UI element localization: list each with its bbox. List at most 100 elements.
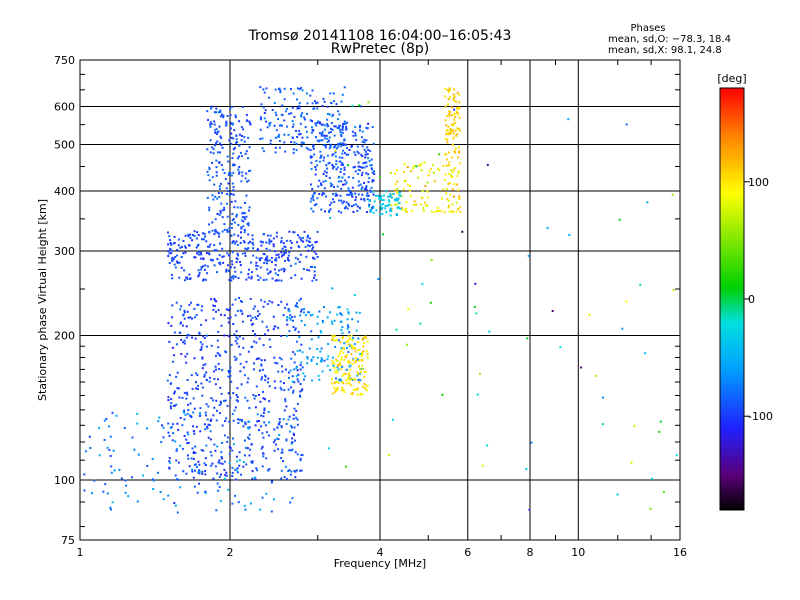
data-point xyxy=(340,347,343,350)
data-point xyxy=(269,234,272,237)
data-point xyxy=(363,161,366,164)
data-point xyxy=(377,278,380,281)
data-point xyxy=(265,278,268,281)
data-point xyxy=(359,183,362,186)
data-point xyxy=(367,194,370,197)
data-point xyxy=(236,471,239,474)
data-point xyxy=(232,277,235,280)
data-point xyxy=(208,230,211,233)
data-point xyxy=(212,477,215,480)
data-point xyxy=(306,102,309,105)
data-point xyxy=(255,256,258,259)
data-point xyxy=(292,123,295,126)
data-point xyxy=(287,371,290,374)
data-point xyxy=(293,141,296,144)
data-point xyxy=(180,266,183,269)
data-point xyxy=(174,504,177,507)
data-point xyxy=(446,198,449,201)
data-point xyxy=(241,216,244,219)
data-point xyxy=(238,459,241,462)
data-point xyxy=(237,234,240,237)
data-point xyxy=(269,121,272,124)
data-point xyxy=(452,210,455,213)
data-point xyxy=(337,355,340,358)
data-point xyxy=(355,138,358,141)
data-point xyxy=(341,336,344,339)
data-point xyxy=(337,381,340,384)
data-point xyxy=(162,436,165,439)
data-point xyxy=(301,112,304,115)
data-point xyxy=(107,425,110,428)
data-point xyxy=(206,265,209,268)
data-point xyxy=(451,188,454,191)
data-point xyxy=(357,341,360,343)
data-point xyxy=(177,478,180,481)
data-point xyxy=(454,116,457,119)
data-point xyxy=(351,392,354,394)
data-point xyxy=(216,197,219,200)
data-point xyxy=(333,335,336,338)
data-point xyxy=(246,248,249,251)
x-axis-label: Frequency [MHz] xyxy=(334,557,426,570)
data-point xyxy=(349,191,352,194)
data-point xyxy=(269,142,272,145)
data-point xyxy=(179,322,182,325)
data-point xyxy=(256,249,259,252)
data-point xyxy=(323,187,326,190)
data-point xyxy=(312,246,315,249)
data-point xyxy=(108,449,111,451)
data-point xyxy=(328,209,331,212)
data-point xyxy=(234,298,237,301)
data-point xyxy=(215,107,218,110)
data-point xyxy=(343,120,346,123)
data-point xyxy=(450,210,453,213)
data-point xyxy=(332,198,334,201)
data-point xyxy=(230,234,233,237)
data-point xyxy=(389,207,392,210)
data-point xyxy=(273,124,276,127)
data-point xyxy=(282,267,285,270)
data-point xyxy=(125,484,128,487)
data-point xyxy=(299,368,302,371)
data-point xyxy=(426,190,429,193)
data-point xyxy=(205,371,208,374)
data-point xyxy=(283,389,286,392)
data-point xyxy=(245,172,248,175)
data-point xyxy=(345,465,347,468)
data-point xyxy=(345,143,348,146)
data-point xyxy=(124,479,127,482)
data-point xyxy=(451,175,454,178)
y-tick-label: 300 xyxy=(54,245,75,258)
data-point xyxy=(91,492,93,495)
data-point xyxy=(218,353,221,356)
data-point xyxy=(267,381,269,384)
data-point xyxy=(236,309,239,312)
data-point xyxy=(232,122,235,125)
data-point xyxy=(325,164,328,167)
data-point xyxy=(279,89,282,92)
data-point xyxy=(337,127,340,129)
data-point xyxy=(281,255,283,258)
data-point xyxy=(228,371,230,374)
data-point xyxy=(214,449,217,452)
data-point xyxy=(337,145,340,148)
data-point xyxy=(340,163,343,166)
data-point xyxy=(288,330,291,333)
data-point xyxy=(265,120,268,123)
data-point xyxy=(355,196,357,199)
data-point xyxy=(269,270,272,273)
data-point xyxy=(229,370,232,373)
data-point xyxy=(167,255,170,257)
data-point xyxy=(226,228,229,231)
data-point xyxy=(428,170,431,173)
data-point xyxy=(458,206,461,209)
data-point xyxy=(446,187,449,190)
data-point xyxy=(372,193,375,196)
data-point xyxy=(324,146,327,149)
data-point xyxy=(330,185,332,187)
data-point xyxy=(220,324,223,327)
data-point xyxy=(486,444,489,447)
data-point xyxy=(362,336,365,339)
data-point xyxy=(334,155,337,158)
data-point xyxy=(191,470,194,473)
